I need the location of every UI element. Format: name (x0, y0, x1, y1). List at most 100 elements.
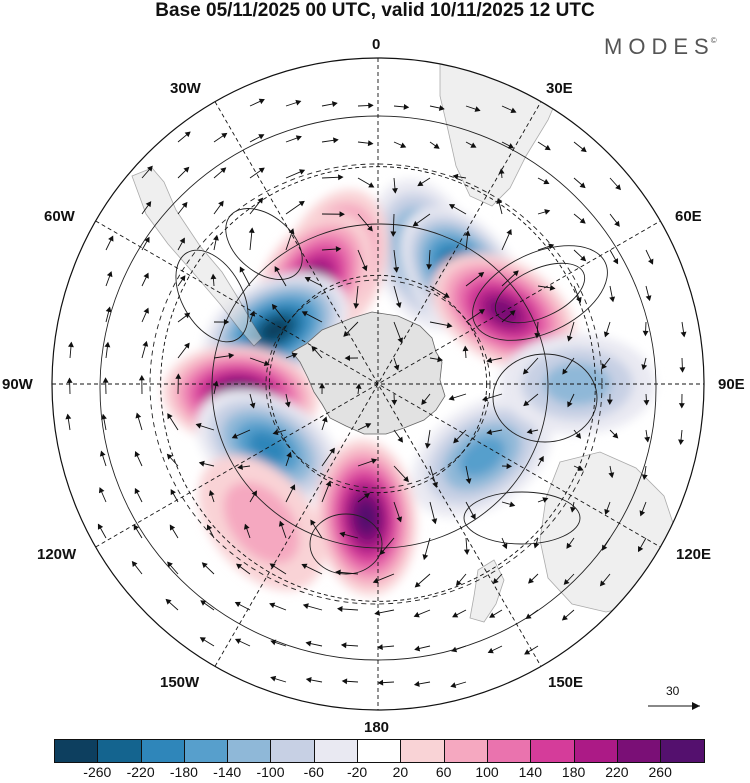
wind-arrow-155 (465, 141, 477, 148)
wind-arrow-85 (270, 675, 287, 683)
wind-arrow-235 (639, 501, 647, 517)
wind-arrow-55 (249, 167, 265, 179)
wind-arrow-206 (573, 285, 582, 303)
wind-arrow-106 (357, 213, 373, 232)
wind-arrow-33 (166, 453, 179, 467)
wind-arrow-10 (98, 487, 107, 503)
wind-arrow-14 (141, 236, 150, 251)
wind-arrow-103 (357, 102, 374, 109)
wind-arrow-215 (561, 609, 575, 621)
wind-arrow-199 (528, 573, 539, 584)
colorbar-swatch-12 (574, 740, 618, 762)
wind-arrow-205 (573, 249, 587, 262)
wind-arrow-143 (429, 321, 453, 329)
lon-label-120e: 120E (676, 546, 712, 563)
lon-label-30e: 30E (546, 80, 573, 97)
wind-arrow-188 (537, 177, 550, 185)
wind-arrow-216 (609, 177, 621, 191)
wind-arrow-104 (357, 140, 374, 147)
wind-arrow-212 (570, 501, 576, 513)
wind-arrow-167 (455, 573, 467, 587)
wind-arrow-47 (198, 460, 215, 467)
wind-arrow-39 (213, 167, 227, 179)
wind-arrow-18 (138, 374, 145, 395)
wind-arrow-16 (141, 307, 149, 323)
wind-arrow-95 (321, 416, 328, 431)
wind-arrow-220 (603, 321, 611, 338)
wind-arrow-53 (249, 98, 265, 107)
wind-arrow-1 (66, 377, 73, 395)
wind-arrow-238 (679, 357, 686, 373)
wind-arrow-182 (501, 501, 516, 508)
wind-arrow-138 (429, 141, 440, 149)
wind-arrow-202 (573, 141, 587, 153)
wind-arrow-208 (562, 357, 575, 375)
wind-arrow-209 (567, 393, 575, 408)
wind-arrow-64 (249, 490, 257, 503)
reference-vector (648, 702, 700, 710)
wind-arrow-17 (141, 340, 149, 359)
wind-arrow-234 (641, 465, 648, 481)
wind-arrow-115 (339, 531, 359, 539)
wind-arrow-233 (644, 429, 651, 443)
wind-arrow-110 (344, 355, 359, 362)
wind-arrow-210 (573, 429, 582, 439)
wind-arrow-159 (465, 272, 485, 287)
wind-arrow-147 (429, 465, 438, 488)
wind-arrow-48 (208, 490, 215, 503)
wind-arrow-240 (678, 429, 684, 446)
lon-label-90w: 90W (2, 376, 33, 393)
wind-arrow-20 (134, 451, 143, 467)
wind-arrow-36 (167, 561, 179, 575)
wind-arrow-63 (237, 464, 251, 470)
wind-arrow-149 (422, 537, 431, 561)
lon-label-150w: 150W (160, 674, 200, 691)
colorbar-swatch-0 (55, 740, 99, 762)
map-title: Base 05/11/2025 00 UTC, valid 10/11/2025… (155, 0, 595, 21)
wind-arrow-151 (413, 609, 431, 618)
wind-arrow-178 (486, 357, 503, 364)
wind-arrow-162 (448, 393, 467, 401)
wind-arrow-50 (201, 562, 215, 575)
wind-arrow-28 (177, 275, 186, 287)
wind-arrow-101 (305, 640, 323, 647)
wind-arrow-137 (429, 105, 445, 111)
wind-arrow-26 (177, 201, 188, 215)
wind-arrow-38 (213, 132, 228, 143)
wind-arrow-35 (169, 524, 179, 539)
wind-arrow-70 (285, 135, 302, 143)
wind-arrow-96 (321, 447, 335, 467)
wind-arrow-219 (609, 285, 616, 303)
wind-arrow-228 (645, 249, 654, 265)
wind-arrow-27 (177, 237, 185, 251)
wind-arrow-57 (248, 227, 255, 251)
wind-arrow-119 (341, 678, 359, 685)
wind-arrow-52 (199, 637, 215, 647)
wind-arrow-118 (340, 642, 359, 649)
wind-arrow-229 (645, 285, 652, 302)
wind-arrow-125 (393, 285, 402, 309)
wind-arrow-80 (285, 484, 296, 503)
wind-arrow-11 (97, 523, 107, 539)
wind-arrow-146 (424, 429, 431, 449)
graticule (52, 58, 704, 710)
wind-arrow-61 (249, 393, 256, 409)
wind-arrow-90 (321, 246, 342, 253)
wind-arrow-181 (501, 463, 513, 470)
anomaly-center-8-level-3 (458, 436, 506, 477)
wind-arrow-107 (357, 249, 368, 272)
new-zealand (469, 559, 505, 623)
wind-arrow-25 (177, 166, 190, 179)
wind-arrow-224 (608, 465, 615, 479)
wind-arrow-22 (133, 524, 143, 539)
wind-arrow-214 (563, 573, 575, 585)
wind-arrow-116 (335, 569, 359, 576)
wind-arrow-74 (274, 266, 287, 287)
colorbar-tick-label: 180 (561, 764, 586, 780)
wind-arrow-67 (234, 601, 251, 611)
wind-arrow-145 (421, 393, 431, 406)
wind-arrow-203 (573, 177, 586, 189)
wind-arrow-196 (537, 455, 544, 467)
wind-arrow-237 (680, 321, 687, 338)
wind-arrow-113 (357, 458, 378, 467)
